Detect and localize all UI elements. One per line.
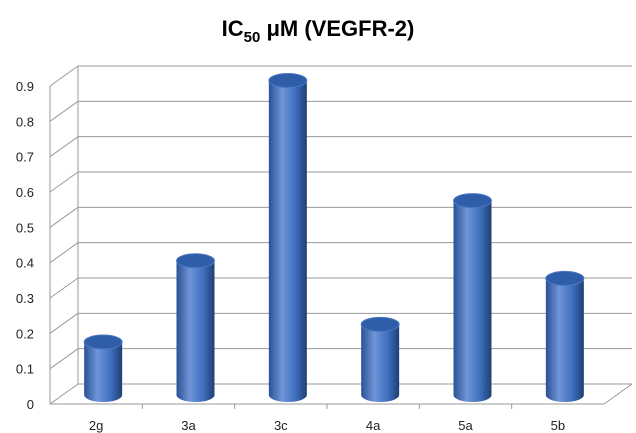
bar-3c <box>268 73 308 403</box>
side-wall-gridline <box>49 100 79 122</box>
y-tick-label: 0.7 <box>16 150 34 165</box>
y-tick-label: 0.6 <box>16 185 34 200</box>
side-wall-gridline <box>49 171 79 193</box>
bar-top-cap <box>360 316 400 332</box>
x-category-label: 3a <box>181 418 196 433</box>
bar-5a <box>453 193 492 402</box>
bar-3a <box>176 253 215 402</box>
y-tick-label: 0 <box>27 397 34 412</box>
bar-4a <box>360 316 400 402</box>
bar-body <box>545 278 584 402</box>
side-wall-gridline <box>49 65 79 87</box>
bars-layer <box>83 73 585 403</box>
bar-top-cap <box>176 253 215 269</box>
x-category-label: 5b <box>551 418 565 433</box>
chart-title: IC50 μM (VEGFR-2) <box>222 16 415 46</box>
x-axis-categories: 2g 3a 3c 4a 5a 5b <box>89 418 565 433</box>
y-tick-label: 0.1 <box>16 362 34 377</box>
bar-body <box>361 324 400 402</box>
x-category-label: 3c <box>274 418 288 433</box>
x-category-label: 2g <box>89 418 103 433</box>
side-wall-gridline <box>49 277 79 299</box>
bar-body <box>176 260 215 402</box>
bar-5b <box>545 270 585 402</box>
x-category-label: 4a <box>366 418 381 433</box>
chart-title-subscript: 50 <box>244 29 261 46</box>
side-wall-gridline <box>49 206 79 228</box>
y-tick-label: 0.3 <box>16 291 34 306</box>
y-tick-label: 0.4 <box>16 256 34 271</box>
side-wall-gridline <box>49 136 79 158</box>
chart-title-main: IC <box>222 16 244 41</box>
y-tick-label: 0.8 <box>16 114 34 129</box>
bar-body <box>453 200 492 402</box>
y-tick-label: 0.9 <box>16 79 34 94</box>
bar-top-cap <box>268 73 308 89</box>
bar-top-cap <box>453 193 492 209</box>
bar-2g <box>83 334 123 402</box>
grid-layer <box>49 65 633 409</box>
side-wall-gridline <box>49 242 79 264</box>
bar-body <box>84 342 123 402</box>
y-tick-label: 0.5 <box>16 220 34 235</box>
bar-top-cap <box>83 334 123 350</box>
y-tick-label: 0.2 <box>16 326 34 341</box>
y-axis-ticks: 0 0.1 0.2 0.3 0.4 0.5 0.6 0.7 0.8 0.9 <box>16 79 34 412</box>
x-category-label: 5a <box>458 418 473 433</box>
chart-title-rest: μM (VEGFR-2) <box>260 16 414 41</box>
bar-top-cap <box>545 270 585 286</box>
side-wall-gridline <box>49 312 79 334</box>
side-wall-gridline <box>49 348 79 370</box>
side-wall-gridline <box>49 383 79 405</box>
bar-body <box>268 80 307 403</box>
floor-right-edge <box>603 383 633 405</box>
